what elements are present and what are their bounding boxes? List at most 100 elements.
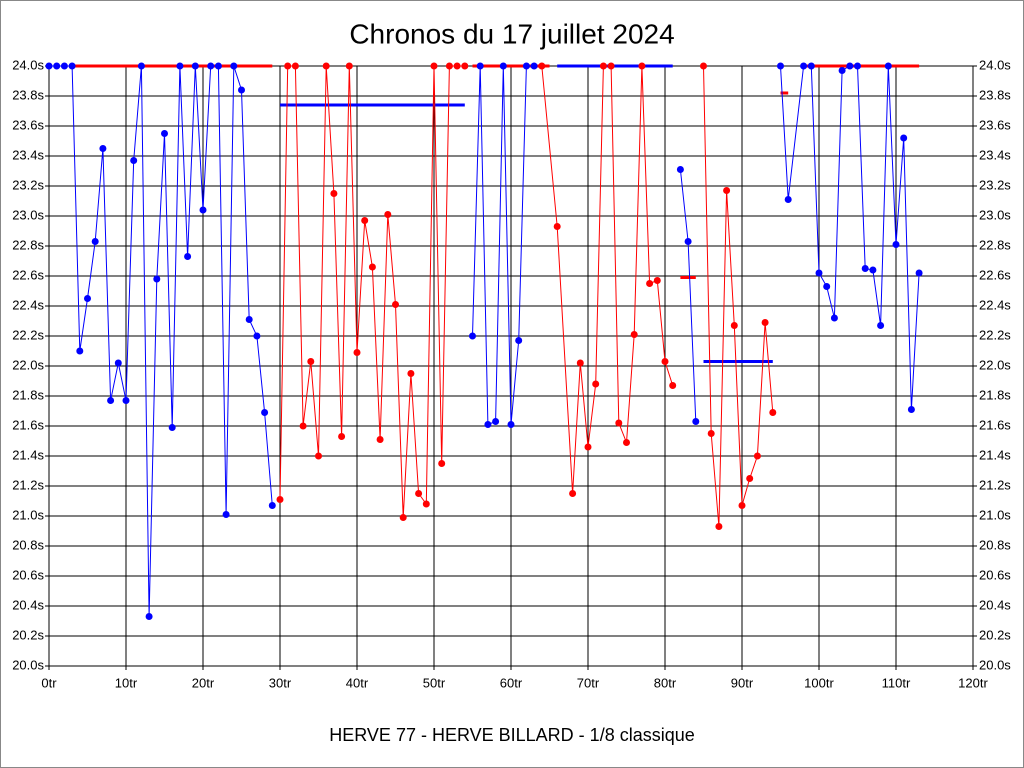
point [315,452,322,460]
x-tick-label: 80tr [654,675,677,690]
y2-tick-label: 23.0s [979,207,1011,222]
point [45,62,53,70]
y-tick-label: 23.8s [12,87,44,102]
y-tick-label: 22.4s [12,297,44,312]
point [700,62,707,70]
point [777,62,784,70]
y2-tick-label: 23.8s [979,87,1011,102]
x-tick-label: 70tr [577,675,600,690]
y-tick-label: 23.4s [12,147,44,162]
y-tick-label: 21.6s [12,417,44,432]
y2-tick-label: 20.4s [979,597,1011,612]
point [122,397,130,404]
point [653,277,661,284]
point [60,62,68,70]
y2-tick-label: 21.0s [979,507,1011,522]
point [730,322,738,329]
point [515,337,523,344]
y2-tick-label: 21.8s [979,387,1011,402]
point [307,358,315,365]
y2-tick-label: 21.4s [979,447,1011,462]
point [68,62,76,70]
point [623,439,630,446]
point [161,130,168,137]
y-tick-label: 20.8s [12,537,44,552]
point [715,523,723,530]
point [638,62,646,70]
point [846,62,854,70]
point [345,62,353,70]
point [915,269,923,277]
point [599,62,607,70]
point [422,500,430,508]
point [184,253,192,260]
point [438,460,446,467]
point [669,382,677,389]
point [76,347,84,355]
point [84,295,91,302]
point [469,332,476,340]
point [445,62,453,70]
y2-tick-label: 21.6s [979,417,1011,432]
y2-tick-label: 22.4s [979,297,1011,312]
point [823,283,831,290]
y2-tick-label: 22.8s [979,237,1011,252]
point [430,62,438,70]
point [538,62,546,70]
point [91,238,99,245]
point [384,211,392,218]
y-tick-label: 21.2s [12,477,44,492]
y2-tick-label: 20.2s [979,627,1011,642]
point [191,62,199,70]
series-line [541,65,674,494]
point [492,418,500,425]
point [646,280,654,287]
point [592,380,600,388]
y2-tick-label: 23.2s [979,177,1011,192]
point [253,332,261,340]
y-tick-label: 24.0s [12,57,44,72]
point [338,433,346,440]
point [499,62,507,70]
point [176,62,184,70]
point [692,418,700,425]
point [838,67,846,74]
x-tick-label: 20tr [192,675,215,690]
point [830,314,838,322]
y2-tick-label: 22.0s [979,357,1011,372]
y-tick-label: 20.4s [12,597,44,612]
point [145,613,153,620]
x-tick-label: 110tr [882,675,911,690]
x-tick-label: 30tr [269,675,292,690]
y-tick-label: 22.6s [12,267,44,282]
point [207,62,215,70]
point [900,134,908,142]
point [507,421,515,428]
point [753,452,761,460]
point [222,511,230,518]
point [769,409,777,416]
point [576,359,584,367]
y2-tick-label: 20.0s [979,657,1011,672]
point [245,316,253,323]
point [353,349,361,356]
point [107,397,115,404]
y2-tick-label: 24.0s [979,57,1011,72]
y-tick-label: 22.0s [12,357,44,372]
point [869,266,877,274]
series-line [49,65,273,617]
point [322,62,330,70]
point [522,62,530,70]
y2-tick-label: 20.8s [979,537,1011,552]
y-tick-label: 21.4s [12,447,44,462]
point [284,62,292,70]
point [569,490,577,497]
point [453,62,461,70]
x-tick-label: 120tr [958,675,988,690]
point [476,62,484,70]
y-tick-label: 20.0s [12,657,44,672]
y2-tick-label: 23.6s [979,117,1011,132]
point [230,62,238,70]
point [291,62,299,70]
